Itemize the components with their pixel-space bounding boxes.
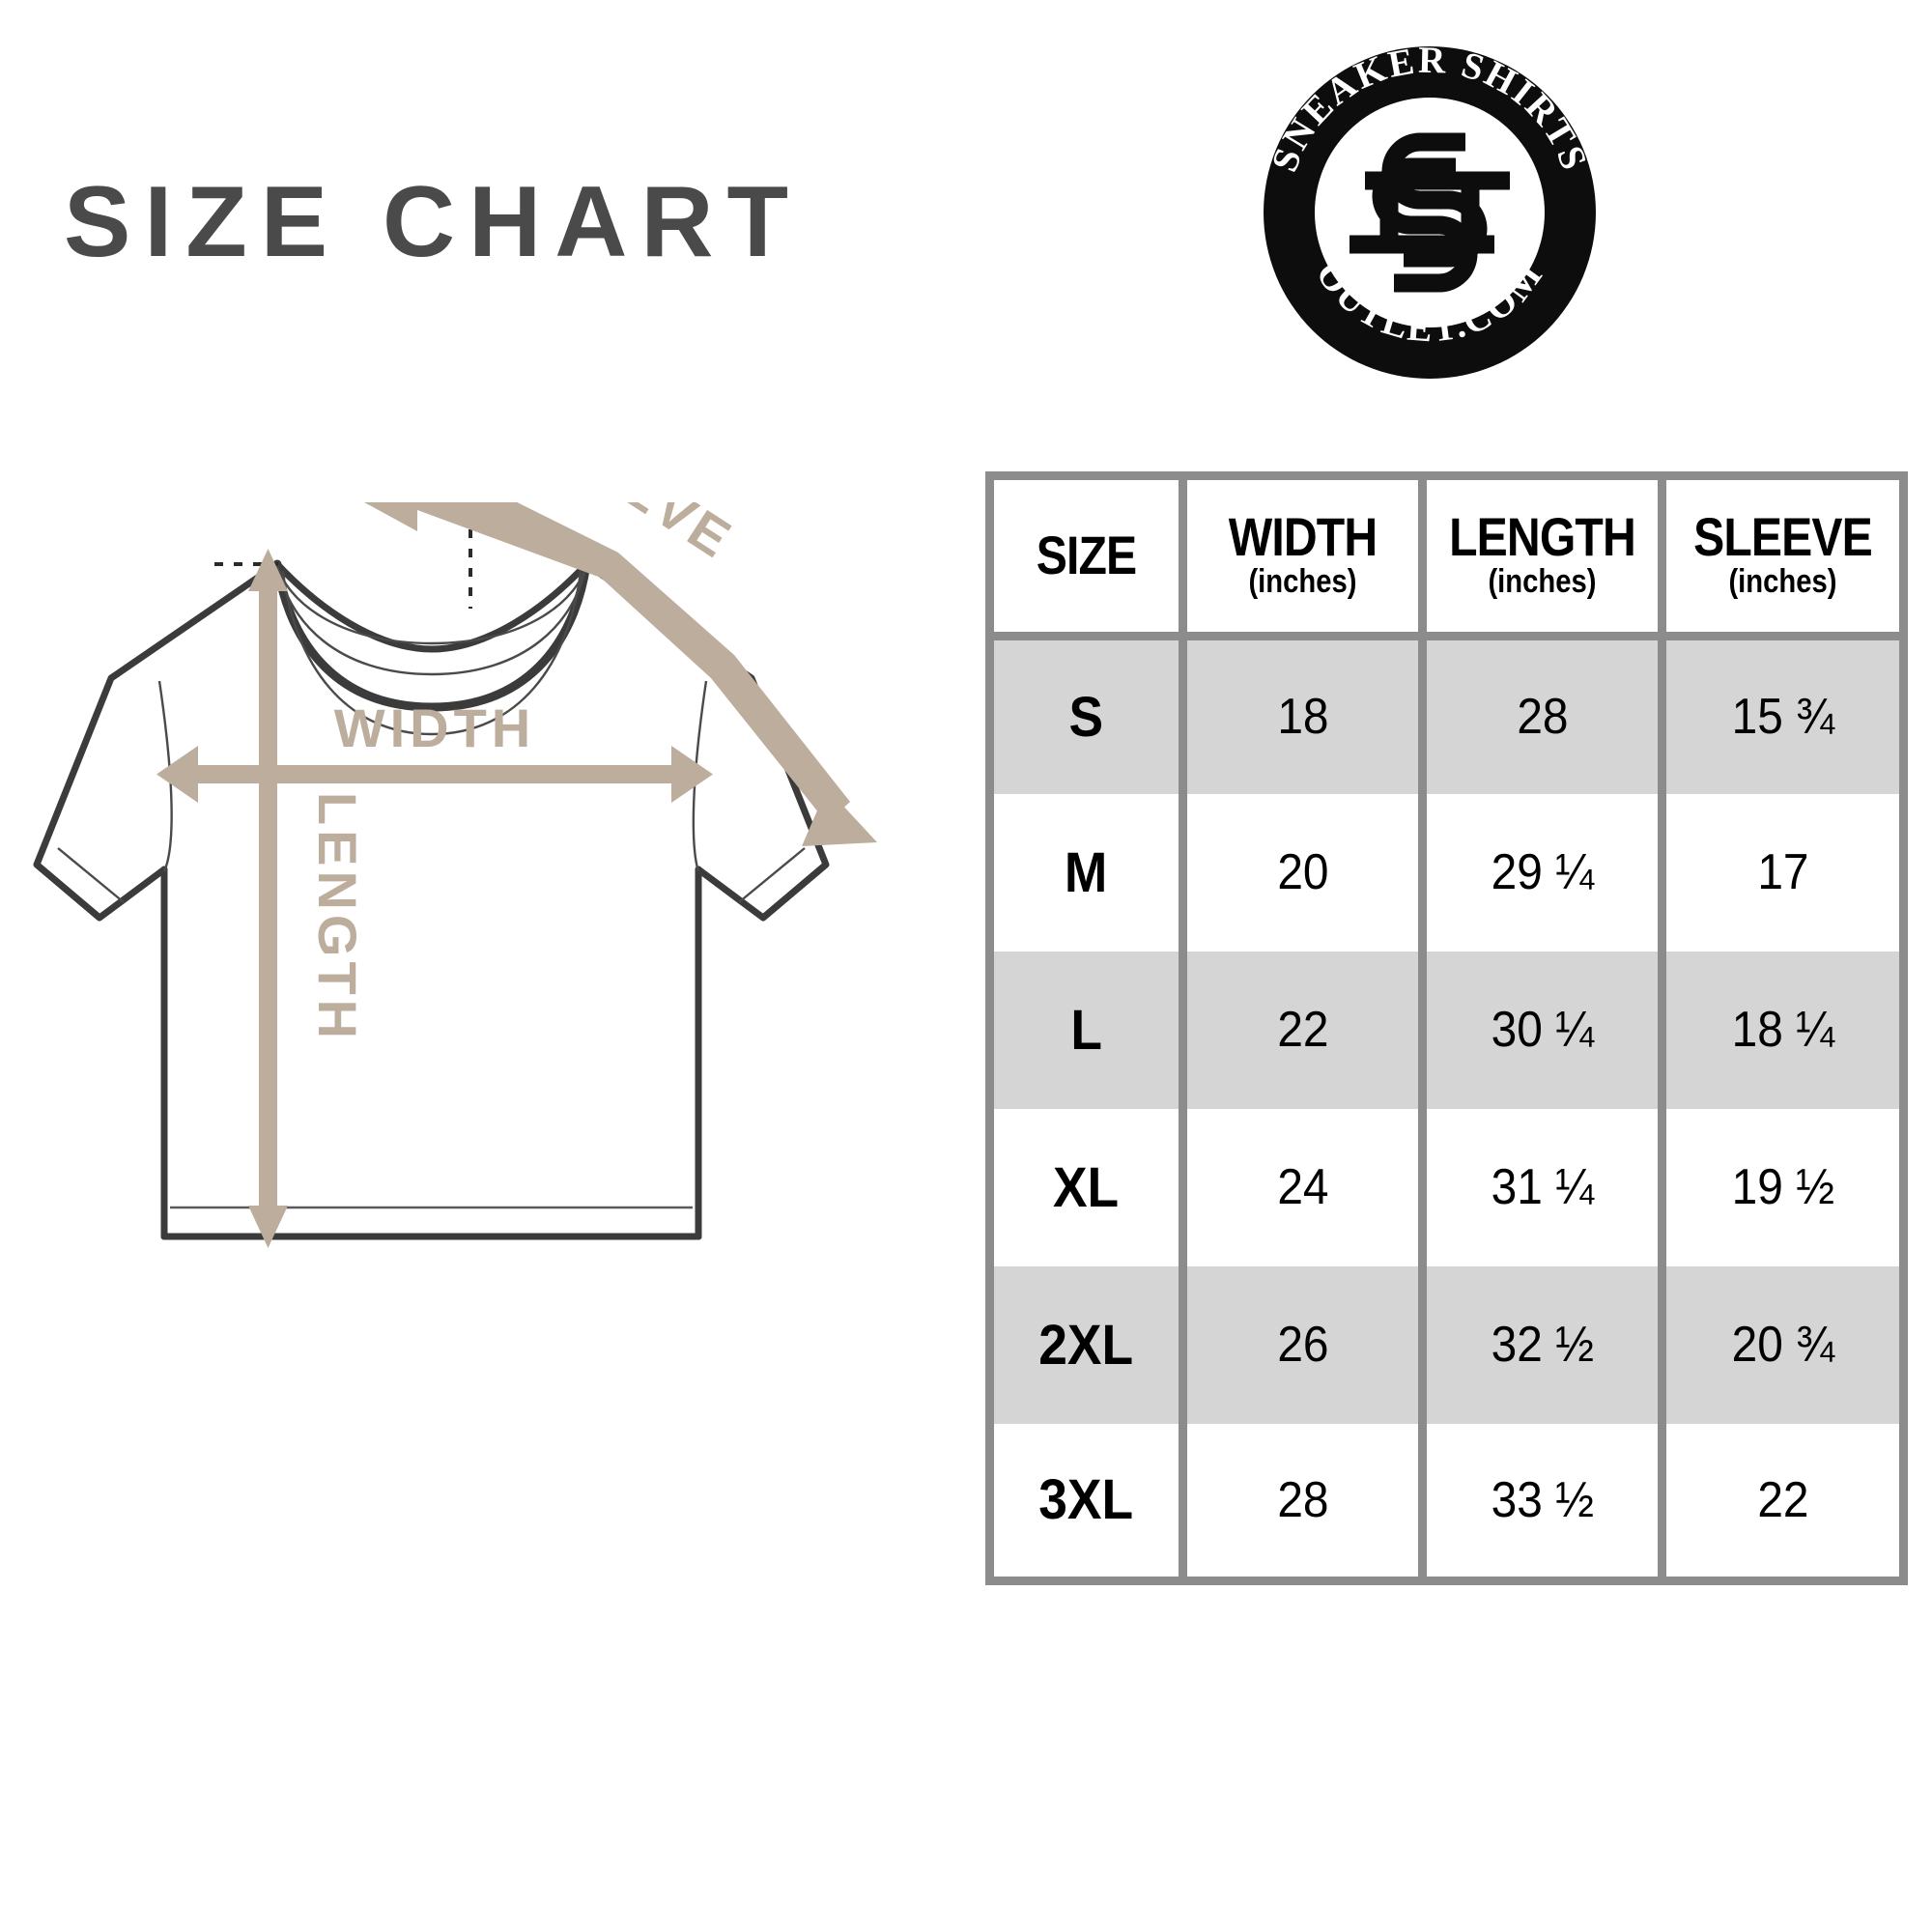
cell-width-value: 22	[1276, 1002, 1329, 1058]
cell-size: L	[989, 951, 1183, 1109]
width-label: WIDTH	[334, 697, 536, 758]
cell-size: S	[989, 636, 1183, 794]
cell-width-value: 24	[1276, 1159, 1329, 1215]
cell-width: 20	[1179, 793, 1423, 952]
brand-logo: SNEAKER SHIRTS OUTLET.COM	[1251, 34, 1608, 391]
table-row: 3XL 28 33 ½ 22	[989, 1423, 1904, 1581]
cell-size-value: L	[1070, 998, 1102, 1062]
cell-size-value: M	[1065, 840, 1108, 904]
column-header-width-label: WIDTH	[1228, 505, 1378, 567]
cell-sleeve-value: 22	[1756, 1471, 1809, 1528]
cell-size: 3XL	[989, 1423, 1183, 1581]
cell-width: 28	[1179, 1423, 1423, 1581]
cell-sleeve-value: 18 ¼	[1731, 1002, 1834, 1058]
cell-size-value: S	[1068, 685, 1104, 749]
cell-sleeve-value: 17	[1756, 844, 1809, 900]
column-header-size-label: SIZE	[1036, 525, 1137, 586]
tshirt-diagram: SLEEVE WIDTH LENGTH	[0, 391, 966, 1662]
cell-width-value: 18	[1276, 689, 1329, 746]
table-row: M 20 29 ¼ 17	[989, 793, 1904, 952]
cell-size: XL	[989, 1108, 1183, 1266]
column-header-sleeve-label: SLEEVE	[1693, 505, 1873, 567]
cell-length-value: 32 ½	[1491, 1317, 1594, 1373]
column-header-sleeve-unit: (inches)	[1728, 563, 1837, 601]
cell-length: 30 ¼	[1418, 951, 1662, 1109]
column-header-length-label: LENGTH	[1449, 505, 1636, 567]
cell-sleeve: 18 ¼	[1658, 951, 1904, 1109]
cell-sleeve-value: 19 ½	[1731, 1159, 1834, 1215]
cell-sleeve: 22	[1658, 1423, 1904, 1581]
cell-size-value: XL	[1053, 1155, 1120, 1219]
column-header-sleeve: SLEEVE (inches)	[1658, 475, 1904, 640]
cell-length-value: 31 ¼	[1491, 1159, 1594, 1215]
table-header-row: SIZE WIDTH (inches) LENGTH (inches) SLEE…	[989, 475, 1904, 640]
cell-size: 2XL	[989, 1265, 1183, 1424]
cell-length-value: 30 ¼	[1491, 1002, 1594, 1058]
cell-width: 26	[1179, 1265, 1423, 1424]
logo-monogram-icon	[1350, 132, 1510, 293]
cell-length: 28	[1418, 636, 1662, 794]
cell-sleeve: 15 ¾	[1658, 636, 1904, 794]
cell-sleeve: 17	[1658, 793, 1904, 952]
cell-width: 22	[1179, 951, 1423, 1109]
cell-sleeve-value: 15 ¾	[1731, 689, 1834, 746]
column-header-width: WIDTH (inches)	[1179, 475, 1423, 640]
cell-width: 24	[1179, 1108, 1423, 1266]
cell-size-value: 3XL	[1038, 1468, 1134, 1532]
table-row: L 22 30 ¼ 18 ¼	[989, 951, 1904, 1109]
cell-width-value: 26	[1276, 1317, 1329, 1373]
cell-sleeve-value: 20 ¾	[1731, 1317, 1834, 1373]
cell-length-value: 28	[1516, 689, 1569, 746]
cell-sleeve: 20 ¾	[1658, 1265, 1904, 1424]
cell-length: 32 ½	[1418, 1265, 1662, 1424]
cell-width: 18	[1179, 636, 1423, 794]
cell-length: 33 ½	[1418, 1423, 1662, 1581]
width-arrow	[156, 746, 713, 803]
table-row: S 18 28 15 ¾	[989, 636, 1904, 794]
cell-size-value: 2XL	[1038, 1313, 1134, 1377]
column-header-size: SIZE	[989, 475, 1183, 640]
size-table: SIZE WIDTH (inches) LENGTH (inches) SLEE…	[985, 471, 1908, 1585]
cell-width-value: 28	[1276, 1471, 1329, 1528]
table-row: XL 24 31 ¼ 19 ½	[989, 1108, 1904, 1266]
page-title: SIZE CHART	[64, 166, 802, 278]
cell-length-value: 29 ¼	[1491, 844, 1594, 900]
cell-width-value: 20	[1276, 844, 1329, 900]
column-header-length-unit: (inches)	[1488, 563, 1597, 601]
cell-size: M	[989, 793, 1183, 952]
cell-length: 29 ¼	[1418, 793, 1662, 952]
column-header-length: LENGTH (inches)	[1418, 475, 1662, 640]
cell-length: 31 ¼	[1418, 1108, 1662, 1266]
table-row: 2XL 26 32 ½ 20 ¾	[989, 1265, 1904, 1424]
length-arrow	[248, 549, 288, 1248]
column-header-width-unit: (inches)	[1248, 563, 1357, 601]
cell-sleeve: 19 ½	[1658, 1108, 1904, 1266]
length-label: LENGTH	[307, 792, 368, 1043]
cell-length-value: 33 ½	[1491, 1471, 1594, 1528]
